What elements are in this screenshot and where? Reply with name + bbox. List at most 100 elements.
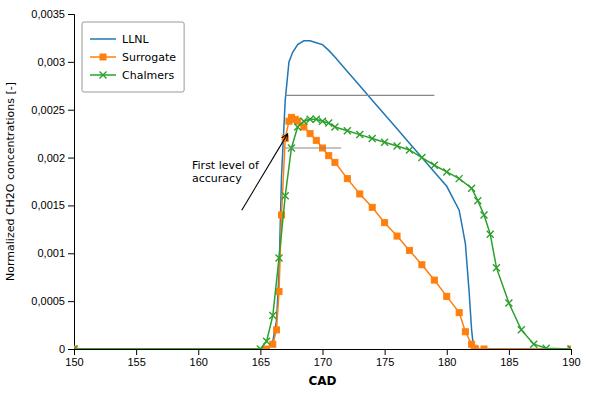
tick-label: 190 — [562, 356, 580, 368]
point-marker — [274, 327, 280, 333]
point-marker — [505, 300, 512, 307]
point-marker — [313, 137, 319, 143]
point-marker — [456, 175, 463, 182]
tick-mark — [509, 349, 510, 355]
tick-label: 0,0025 — [31, 104, 65, 116]
tick-label: 165 — [252, 356, 270, 368]
tick-mark — [385, 349, 386, 355]
tick-label: 0,003 — [37, 56, 65, 68]
legend-label: LLNL — [122, 33, 149, 46]
tick-label: 0,001 — [37, 247, 65, 259]
point-marker — [406, 247, 412, 253]
y-axis-title: Normalized CH2O concentrations [-] — [4, 82, 17, 281]
series — [74, 116, 571, 349]
point-marker — [369, 135, 376, 142]
point-marker — [357, 191, 363, 197]
annotation-text: First level ofaccuracy — [192, 159, 260, 185]
tick-mark — [198, 349, 199, 355]
tick-mark — [447, 349, 448, 355]
tick-mark — [68, 62, 74, 63]
y-axis: 0 0,0005 0,001 0,0015 0,002 0,0025 0,003 0,0035 — [31, 8, 74, 355]
point-marker — [462, 329, 468, 335]
point-marker — [530, 341, 537, 348]
axis-line — [75, 350, 572, 356]
point-marker — [431, 277, 437, 283]
point-marker — [394, 233, 400, 239]
legend-marker — [100, 54, 106, 60]
tick: 0,003 — [37, 56, 74, 68]
point-marker — [74, 346, 78, 350]
series — [74, 114, 571, 349]
point-marker — [276, 289, 282, 295]
x-axis-title: CAD — [308, 374, 336, 388]
point-marker — [294, 123, 301, 130]
point-marker — [443, 168, 450, 175]
point-marker — [276, 255, 283, 262]
tick: 185 — [500, 349, 518, 368]
point-marker — [331, 123, 338, 130]
tick: 0,0025 — [31, 104, 74, 116]
point-marker — [493, 264, 500, 271]
tick: 0,002 — [37, 152, 74, 164]
tick-mark — [571, 349, 572, 355]
tick: 0 — [59, 343, 74, 355]
point-marker — [301, 124, 307, 130]
tick: 0,0015 — [31, 199, 74, 211]
point-marker — [418, 154, 425, 161]
tick: 155 — [127, 349, 145, 368]
point-marker — [269, 312, 276, 319]
legend: LLNLSurrogateChalmers — [82, 22, 184, 92]
point-marker — [394, 143, 401, 150]
point-marker — [543, 345, 550, 349]
annotations: First level ofaccuracy — [192, 95, 434, 210]
point-marker — [344, 176, 350, 182]
legend-swatch — [90, 38, 116, 40]
point-marker — [444, 293, 450, 299]
point-marker — [481, 346, 487, 349]
tick-mark — [68, 349, 74, 350]
point-marker — [518, 326, 525, 333]
legend-item: Chalmers — [90, 69, 174, 82]
tick-label: 180 — [438, 356, 456, 368]
tick: 0,0005 — [31, 295, 74, 307]
axis-line — [68, 15, 75, 350]
point-marker — [472, 346, 478, 349]
point-marker — [568, 346, 572, 350]
x-axis: 150155160165170175180185190 — [65, 349, 580, 368]
point-marker — [456, 310, 462, 316]
tick: 190 — [562, 349, 580, 368]
annotation-line — [285, 95, 434, 96]
tick-label: 0,0035 — [31, 8, 65, 20]
tick-label: 0 — [59, 343, 65, 355]
point-marker — [419, 262, 425, 268]
point-marker — [369, 204, 375, 210]
point-marker — [313, 116, 320, 123]
tick-mark — [68, 205, 74, 206]
series-line — [74, 119, 571, 349]
tick-label: 160 — [190, 356, 208, 368]
tick: 180 — [438, 349, 456, 368]
tick-mark — [323, 349, 324, 355]
point-marker — [326, 153, 332, 159]
tick-label: 175 — [376, 356, 394, 368]
point-marker — [481, 212, 488, 219]
tick: 160 — [190, 349, 208, 368]
point-marker — [474, 197, 481, 204]
tick-mark — [260, 349, 261, 355]
tick-label: 185 — [500, 356, 518, 368]
point-marker — [295, 118, 301, 124]
tick-label: 170 — [314, 356, 332, 368]
tick-label: 155 — [127, 356, 145, 368]
tick-mark — [136, 349, 137, 355]
point-marker — [307, 116, 314, 123]
point-marker — [468, 185, 475, 192]
point-marker — [382, 220, 388, 226]
tick-label: 0,002 — [37, 152, 65, 164]
point-marker — [263, 338, 270, 345]
tick: 175 — [376, 349, 394, 368]
chart: 15015516016517017518018519000,00050,0010… — [0, 0, 591, 393]
tick-mark — [68, 14, 74, 15]
tick-label: 0,0015 — [31, 199, 65, 211]
point-marker — [356, 131, 363, 138]
point-marker — [270, 341, 276, 347]
